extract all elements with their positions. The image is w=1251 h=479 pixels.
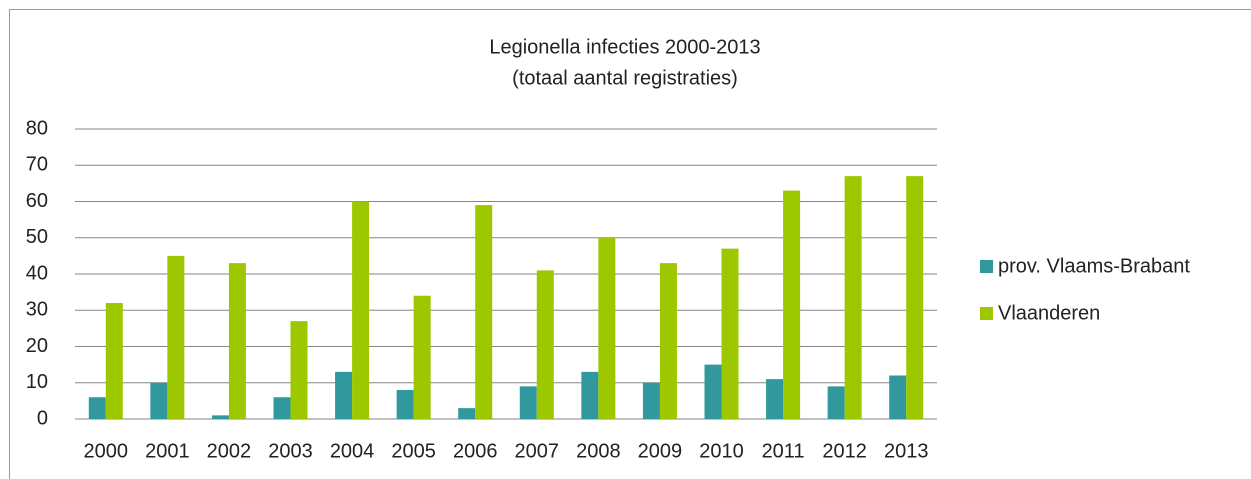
bar — [598, 237, 616, 419]
x-tick-label: 2008 — [576, 440, 621, 462]
bar — [704, 364, 722, 419]
bar — [519, 386, 537, 419]
bar — [396, 390, 414, 419]
legend-swatch — [980, 260, 993, 273]
bar — [475, 205, 493, 419]
y-tick-label: 80 — [26, 117, 48, 139]
bar — [352, 201, 370, 419]
x-tick-label: 2004 — [330, 440, 375, 462]
x-tick-label: 2003 — [268, 440, 313, 462]
bar — [721, 248, 739, 419]
chart-title: Legionella infecties 2000-2013 — [489, 36, 760, 58]
bar — [167, 255, 185, 419]
x-tick-label: 2000 — [84, 440, 129, 462]
y-tick-label: 30 — [26, 299, 48, 321]
bar — [413, 295, 431, 419]
y-tick-label: 40 — [26, 262, 48, 284]
bar — [642, 382, 660, 419]
y-tick-label: 70 — [26, 154, 48, 176]
legend-label: prov. Vlaams-Brabant — [998, 255, 1190, 277]
y-tick-label: 20 — [26, 335, 48, 357]
y-tick-label: 0 — [37, 407, 48, 429]
bar — [827, 386, 845, 419]
bar — [889, 375, 907, 419]
bar — [105, 303, 123, 419]
x-tick-label: 2005 — [391, 440, 436, 462]
bar — [335, 371, 353, 419]
bar — [844, 176, 862, 419]
y-tick-label: 50 — [26, 226, 48, 248]
bar — [228, 263, 246, 419]
legend-swatch — [980, 307, 993, 320]
x-tick-label: 2013 — [884, 440, 929, 462]
x-tick-label: 2012 — [822, 440, 867, 462]
bar — [273, 397, 291, 419]
x-tick-label: 2009 — [638, 440, 683, 462]
bar — [783, 190, 801, 419]
frame — [9, 9, 1251, 479]
bar — [536, 270, 554, 419]
bar — [659, 263, 677, 419]
y-tick-label: 10 — [26, 371, 48, 393]
bar — [766, 379, 784, 419]
legend-label: Vlaanderen — [998, 302, 1100, 324]
bar — [906, 176, 924, 419]
bar — [581, 371, 599, 419]
x-tick-label: 2010 — [699, 440, 744, 462]
x-tick-label: 2001 — [145, 440, 190, 462]
x-tick-label: 2006 — [453, 440, 498, 462]
chart-subtitle: (totaal aantal registraties) — [512, 67, 738, 89]
x-tick-label: 2011 — [762, 440, 805, 462]
bar — [88, 397, 106, 419]
y-tick-label: 60 — [26, 190, 48, 212]
x-tick-label: 2002 — [207, 440, 252, 462]
x-tick-label: 2007 — [515, 440, 560, 462]
bar — [458, 408, 476, 419]
bar — [150, 382, 168, 419]
bar — [211, 415, 229, 419]
bar — [290, 321, 308, 419]
